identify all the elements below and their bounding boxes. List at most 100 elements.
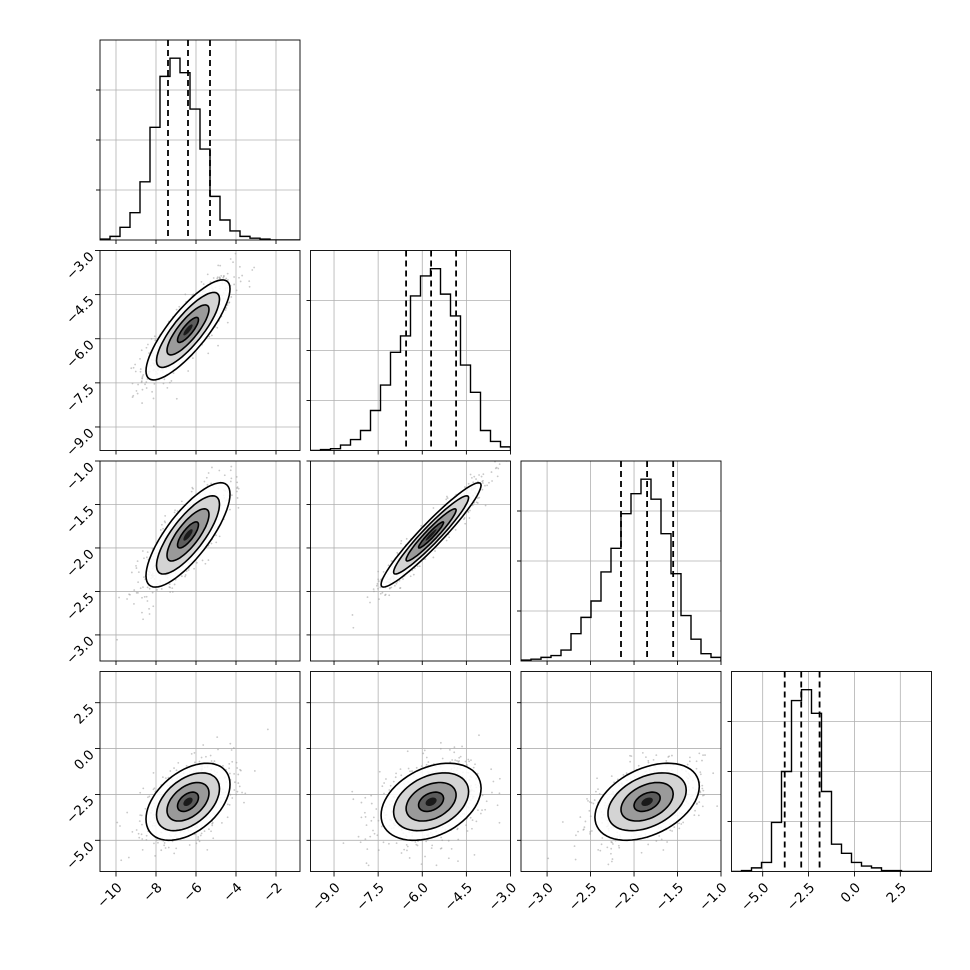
scatter-point: [141, 402, 144, 404]
scatter-point: [203, 480, 206, 483]
scatter-point: [213, 760, 216, 763]
scatter-point: [379, 592, 382, 595]
scatter-point: [139, 587, 142, 590]
ytick-label: −3.0: [63, 633, 97, 667]
scatter-point: [446, 495, 448, 498]
scatter-point: [131, 830, 134, 833]
scatter-point: [403, 848, 406, 851]
scatter-point: [473, 475, 476, 478]
density-peak: [183, 324, 193, 336]
scatter-point: [187, 370, 190, 372]
scatter-point: [135, 567, 138, 569]
scatter-point: [409, 770, 411, 773]
scatter-point: [152, 425, 155, 428]
scatter-point: [647, 759, 650, 762]
scatter-point: [467, 482, 470, 485]
scatter-point: [481, 794, 484, 797]
scatter-point: [441, 757, 444, 760]
scatter-point: [150, 337, 153, 340]
xtick-label: −4: [220, 880, 245, 905]
scatter-point: [185, 570, 188, 573]
ytick-label: −6.0: [63, 337, 97, 371]
frame-pair: [99, 250, 301, 451]
scatter-point: [490, 768, 493, 771]
scatter-point: [236, 481, 239, 484]
scatter-point: [168, 381, 171, 384]
scatter-point: [210, 542, 213, 545]
scatter-point: [222, 276, 225, 279]
scatter-point: [612, 843, 614, 845]
scatter-point: [231, 760, 234, 763]
scatter-point: [217, 344, 219, 347]
scatter-point: [491, 791, 493, 794]
contour-2: [155, 494, 221, 575]
scatter-point: [448, 536, 451, 539]
scatter-point: [373, 832, 376, 835]
scatter-point: [141, 388, 144, 391]
scatter-point: [399, 587, 401, 590]
scatter-point: [383, 792, 385, 795]
scatter-point: [142, 618, 144, 621]
scatter-point: [445, 498, 448, 501]
scatter-point: [219, 264, 222, 267]
scatter-point: [482, 482, 484, 484]
scatter-point: [212, 837, 215, 840]
density-peak: [183, 529, 193, 541]
scatter-point: [478, 474, 480, 476]
scatter-point: [185, 764, 188, 767]
scatter-point: [468, 517, 471, 519]
scatter-point: [226, 321, 229, 324]
scatter-point: [369, 601, 371, 604]
scatter-point: [446, 497, 449, 499]
contour-1: [166, 781, 210, 822]
scatter-point: [407, 767, 410, 770]
scatter-point: [145, 839, 148, 841]
scatter-point: [215, 534, 217, 537]
ytick-label: −9.0: [63, 425, 97, 459]
scatter-point: [226, 816, 229, 819]
scatter-point: [236, 486, 239, 489]
scatter-point: [695, 803, 698, 805]
scatter-point: [188, 844, 191, 846]
scatter-point: [126, 598, 128, 600]
scatter-point: [153, 842, 155, 845]
scatter-point: [370, 802, 373, 805]
scatter-point: [647, 843, 650, 846]
scatter-point: [689, 756, 691, 759]
scatter-point: [480, 475, 483, 478]
scatter-point: [148, 613, 151, 615]
xtick-label: 0.0: [838, 880, 865, 907]
scatter-point: [473, 853, 476, 856]
scatter-point: [136, 560, 139, 562]
scatter-point: [458, 760, 461, 762]
scatter-point: [146, 586, 149, 589]
scatter-point: [377, 587, 379, 590]
scatter-point: [399, 768, 402, 770]
contour-1: [405, 507, 457, 562]
scatter-point: [222, 764, 224, 767]
scatter-point: [137, 581, 140, 584]
ytick-label: −1.5: [63, 503, 97, 537]
scatter-point: [197, 836, 200, 838]
scatter-point: [597, 788, 599, 791]
scatter-point: [406, 849, 408, 852]
scatter-point: [377, 849, 380, 852]
scatter-point: [230, 465, 233, 468]
scatter-point: [154, 855, 157, 857]
scatter-point: [235, 289, 238, 292]
ytick-label: −2.5: [63, 590, 97, 624]
scatter-point: [225, 307, 228, 309]
contour-2: [155, 291, 221, 369]
scatter-point: [163, 844, 166, 847]
scatter-point: [655, 840, 658, 842]
xtick-label: −2.5: [566, 880, 600, 914]
scatter-point: [197, 838, 200, 841]
xtick-label: −10: [94, 880, 125, 911]
scatter-point: [379, 586, 382, 589]
scatter-point: [225, 277, 228, 280]
scatter-point: [697, 814, 700, 817]
xtick-label: −1.5: [653, 880, 687, 914]
scatter-point: [420, 765, 423, 768]
scatter-point: [146, 600, 149, 602]
scatter-point: [496, 475, 499, 478]
